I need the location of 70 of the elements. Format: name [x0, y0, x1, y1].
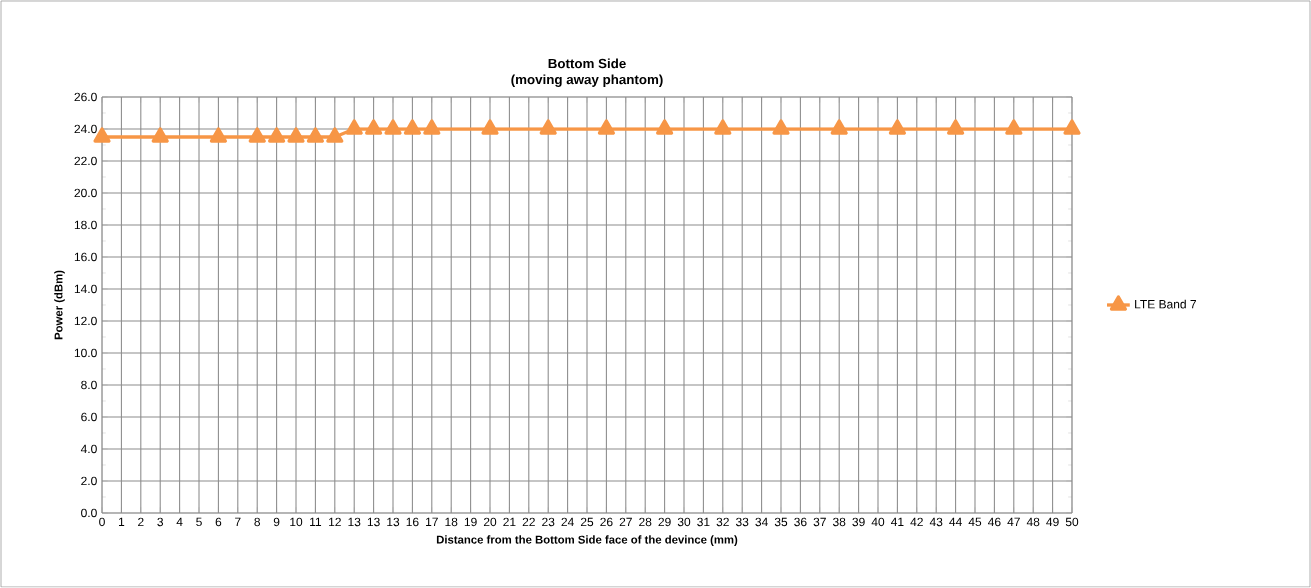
- x-tick-label: 7: [235, 517, 241, 526]
- y-tick-label: 4.0: [80, 444, 97, 454]
- x-tick-label: 26: [600, 517, 613, 527]
- x-tick-label: 27: [619, 517, 632, 527]
- x-tick-label: 46: [987, 517, 1001, 527]
- x-tick-label: 6: [215, 517, 222, 527]
- y-tick-label: 14.0: [74, 284, 97, 294]
- x-axis-title: Distance from the Bottom Side face of the devince (mm): [436, 535, 738, 546]
- x-tick-label: 43: [929, 517, 943, 527]
- y-tick-label: 8.0: [81, 380, 97, 390]
- x-tick-label: 49: [1046, 517, 1059, 527]
- x-tick-label: 22: [522, 517, 535, 527]
- y-tick-label: 26.0: [74, 92, 97, 102]
- x-tick-label: 24: [561, 517, 574, 527]
- x-tick-label: 13: [367, 517, 380, 527]
- y-tick-label: 24.0: [74, 124, 97, 134]
- x-tick-label: 35: [774, 517, 788, 527]
- x-tick-label: 45: [968, 517, 982, 527]
- x-tick-label: 2: [138, 517, 144, 527]
- x-tick-label: 17: [426, 517, 438, 526]
- x-tick-label: 36: [794, 517, 807, 527]
- x-tick-label: 21: [503, 517, 516, 527]
- x-tick-label: 44: [949, 517, 962, 526]
- x-tick-label: 3: [157, 517, 164, 527]
- x-tick-label: 19: [464, 517, 477, 527]
- x-tick-label: 37: [813, 517, 826, 527]
- x-tick-label: 30: [677, 517, 691, 527]
- x-tick-label: 33: [735, 517, 749, 527]
- y-tick-label: 10.0: [74, 348, 97, 358]
- chart-title: Bottom Side: [548, 58, 626, 69]
- y-tick-label: 20.0: [74, 188, 97, 198]
- y-tick-label: 22.0: [74, 156, 97, 166]
- x-tick-label: 50: [1065, 517, 1079, 527]
- x-tick-label: 42: [910, 517, 923, 527]
- x-tick-label: 20: [483, 517, 497, 527]
- x-tick-label: 32: [716, 517, 729, 527]
- x-tick-label: 38: [832, 517, 846, 527]
- chart-subtitle: (moving away phantom): [511, 74, 663, 87]
- x-tick-label: 31: [697, 517, 710, 527]
- x-tick-label: 47: [1007, 517, 1020, 526]
- x-tick-label: 25: [580, 517, 594, 527]
- y-tick-label: 0.0: [81, 508, 97, 518]
- x-tick-label: 41: [890, 517, 904, 526]
- x-tick-label: 48: [1026, 517, 1040, 527]
- y-tick-label: 18.0: [74, 220, 97, 230]
- x-tick-label: 34: [755, 517, 768, 527]
- x-tick-label: 1: [118, 517, 125, 526]
- x-tick-label: 11: [310, 517, 322, 526]
- x-tick-label: 13: [348, 517, 361, 527]
- x-tick-label: 29: [658, 517, 671, 527]
- y-axis-title: Power (dBm): [54, 270, 65, 340]
- x-tick-label: 39: [852, 517, 865, 527]
- x-tick-label: 4: [176, 517, 183, 526]
- y-tick-label: 2.0: [81, 476, 97, 486]
- x-tick-label: 8: [254, 517, 261, 527]
- y-tick-label: 16.0: [74, 252, 97, 262]
- x-tick-label: 40: [871, 517, 885, 527]
- x-tick-label: 0: [99, 517, 105, 527]
- x-tick-label: 23: [542, 517, 555, 527]
- legend-label: LTE Band 7: [1135, 299, 1196, 309]
- x-tick-label: 9: [273, 517, 280, 527]
- x-tick-label: 12: [329, 517, 341, 527]
- x-tick-label: 5: [196, 517, 202, 527]
- x-tick-label: 13: [387, 517, 400, 527]
- x-tick-label: 16: [406, 517, 419, 527]
- y-tick-label: 12.0: [74, 316, 97, 326]
- x-tick-label: 10: [290, 517, 303, 527]
- x-tick-label: 28: [639, 517, 652, 527]
- x-tick-label: 18: [445, 517, 458, 527]
- y-tick-label: 6.0: [81, 412, 97, 422]
